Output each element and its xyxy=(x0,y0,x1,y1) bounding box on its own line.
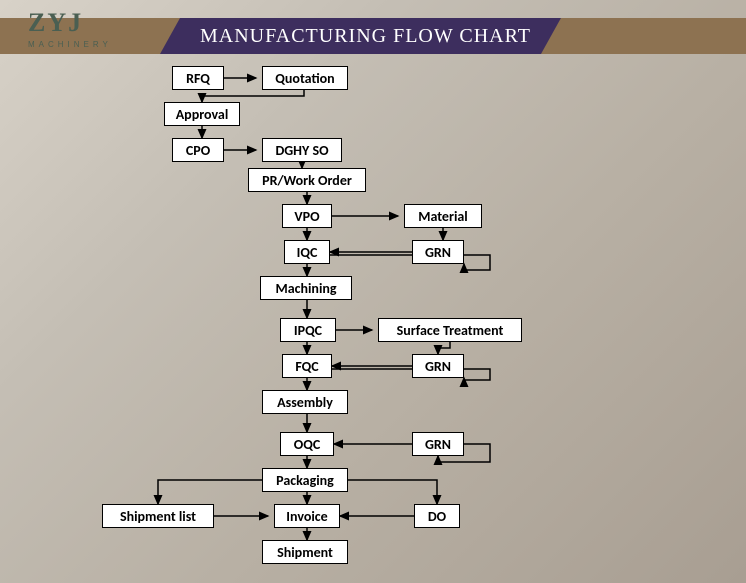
flow-edge xyxy=(332,369,490,380)
flow-edge xyxy=(348,480,437,504)
flow-node-packaging: Packaging xyxy=(262,468,348,492)
flow-node-cpo: CPO xyxy=(172,138,224,162)
flow-node-oqc: OQC xyxy=(280,432,334,456)
flow-edge xyxy=(438,342,450,354)
logo-text: ZYJ xyxy=(28,10,83,36)
flow-node-shipment: Shipment xyxy=(262,540,348,564)
flow-node-machining: Machining xyxy=(260,276,352,300)
flow-node-fqc: FQC xyxy=(282,354,332,378)
flow-node-approval: Approval xyxy=(164,102,240,126)
page-title: MANUFACTURING FLOW CHART xyxy=(160,18,561,54)
flow-node-shiplist: Shipment list xyxy=(102,504,214,528)
flow-node-dghyso: DGHY SO xyxy=(262,138,342,162)
flow-node-grn2: GRN xyxy=(412,354,464,378)
flow-node-do: DO xyxy=(414,504,460,528)
flow-node-ipqc: IPQC xyxy=(280,318,336,342)
flow-node-grn3: GRN xyxy=(412,432,464,456)
flow-node-quotation: Quotation xyxy=(262,66,348,90)
flowchart-canvas: RFQ Quotation Approval CPO DGHY SO PR/Work Or… xyxy=(0,60,746,583)
flow-node-grn1: GRN xyxy=(412,240,464,264)
flow-node-vpo: VPO xyxy=(282,204,332,228)
flow-node-assembly: Assembly xyxy=(262,390,348,414)
flow-node-material: Material xyxy=(404,204,482,228)
flow-node-surface: Surface Treatment xyxy=(378,318,522,342)
flow-edge xyxy=(202,90,304,102)
logo-subtitle: MACHINERY xyxy=(28,40,112,49)
flow-node-rfq: RFQ xyxy=(172,66,224,90)
flow-edge xyxy=(330,255,490,270)
flow-node-invoice: Invoice xyxy=(274,504,340,528)
flow-node-iqc: IQC xyxy=(284,240,330,264)
flow-edge xyxy=(158,480,262,504)
flow-node-prwo: PR/Work Order xyxy=(248,168,366,192)
